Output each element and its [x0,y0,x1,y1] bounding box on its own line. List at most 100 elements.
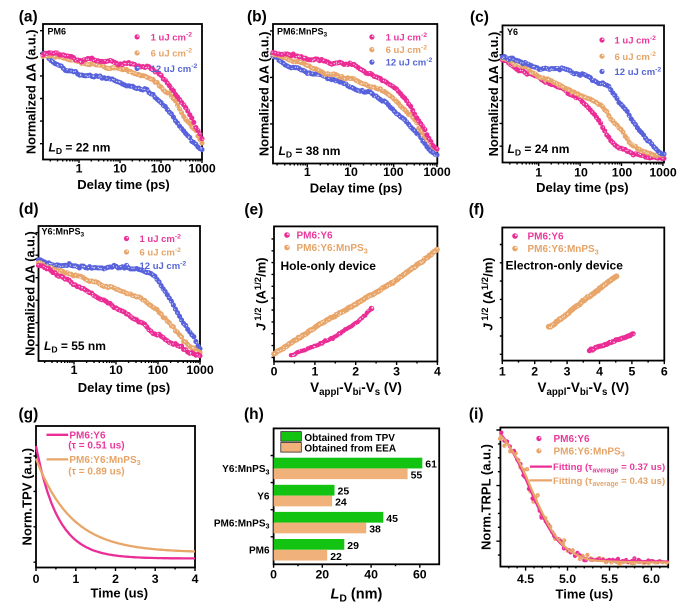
svg-text:3: 3 [393,365,400,379]
svg-text:6 uJ cm-2: 6 uJ cm-2 [386,44,428,56]
svg-text:1000: 1000 [649,166,677,180]
svg-text:Hole-only device: Hole-only device [281,259,377,273]
svg-text:Time (us): Time (us) [556,587,614,602]
svg-text:6.0: 6.0 [643,572,660,586]
svg-text:0: 0 [271,365,278,379]
svg-text:6 uJ cm-2: 6 uJ cm-2 [140,247,182,259]
svg-text:1 uJ cm-2: 1 uJ cm-2 [151,32,193,44]
svg-text:1: 1 [71,363,78,377]
svg-text:100: 100 [383,165,404,179]
svg-text:(τ = 0.51 us): (τ = 0.51 us) [68,441,124,452]
svg-text:Delay time (ps): Delay time (ps) [310,181,402,196]
svg-text:Y6:MnPS3: Y6:MnPS3 [222,464,269,476]
svg-text:10: 10 [574,166,588,180]
svg-text:Normalized ΔA (a.u.): Normalized ΔA (a.u.) [24,29,39,154]
svg-text:J 1/2 (A1/2/m): J 1/2 (A1/2/m) [480,257,496,330]
svg-text:29: 29 [347,540,359,552]
svg-text:1: 1 [72,572,79,586]
svg-text:Y6:MnPS3: Y6:MnPS3 [42,227,85,239]
svg-text:LD = 22 nm: LD = 22 nm [49,141,111,157]
svg-text:12 uJ cm-2: 12 uJ cm-2 [386,57,433,69]
svg-text:PM6: PM6 [48,27,67,37]
svg-text:2: 2 [112,572,119,586]
svg-text:Fitting (τaverage = 0.43 us): Fitting (τaverage = 0.43 us) [553,476,665,488]
svg-text:45: 45 [386,513,398,525]
svg-text:10: 10 [113,162,127,176]
svg-text:PM6:Y6: PM6:Y6 [554,434,591,445]
svg-text:20: 20 [315,568,329,582]
svg-text:(τ = 0.89 us): (τ = 0.89 us) [68,467,124,478]
svg-text:Norm.TPV (a.u.): Norm.TPV (a.u.) [20,448,35,546]
svg-text:PM6:Y6:MnPS3: PM6:Y6:MnPS3 [69,455,140,467]
svg-text:LD = 24 nm: LD = 24 nm [508,142,570,158]
svg-text:1: 1 [499,365,506,379]
svg-text:10: 10 [344,165,358,179]
svg-text:(b): (b) [247,9,267,26]
svg-text:LD (nm): LD (nm) [330,587,382,605]
svg-text:1: 1 [76,162,83,176]
svg-text:Electron-only device: Electron-only device [506,259,624,273]
svg-text:12 uJ cm-2: 12 uJ cm-2 [151,63,198,75]
svg-text:1: 1 [304,165,311,179]
svg-text:(c): (c) [470,9,489,26]
svg-text:Y6: Y6 [257,491,270,502]
svg-text:40: 40 [364,568,378,582]
svg-text:12 uJ cm-2: 12 uJ cm-2 [615,66,662,78]
svg-text:5.0: 5.0 [559,572,576,586]
svg-text:1000: 1000 [186,363,214,377]
svg-text:2: 2 [352,365,359,379]
svg-text:55: 55 [411,470,423,482]
svg-text:100: 100 [148,363,169,377]
svg-text:4: 4 [596,365,603,379]
svg-text:LD = 38 nm: LD = 38 nm [279,144,341,160]
svg-text:61: 61 [425,459,437,471]
svg-text:1000: 1000 [188,162,216,176]
svg-text:3: 3 [564,365,571,379]
svg-text:(g): (g) [19,406,39,423]
svg-text:Normalized ΔA (a.u.): Normalized ΔA (a.u.) [23,231,38,356]
svg-text:Delay time (ps): Delay time (ps) [536,180,628,195]
svg-text:5.5: 5.5 [601,572,618,586]
svg-text:12 uJ cm-2: 12 uJ cm-2 [140,260,187,272]
svg-text:10: 10 [109,363,123,377]
svg-text:100: 100 [612,166,633,180]
svg-text:1000: 1000 [423,165,451,179]
svg-text:4: 4 [434,365,441,379]
svg-text:1: 1 [535,166,542,180]
svg-text:Obtained from TPV: Obtained from TPV [304,433,395,444]
svg-text:24: 24 [335,497,347,509]
svg-text:0: 0 [270,568,277,582]
svg-text:Norm.TRPL (a.u.): Norm.TRPL (a.u.) [479,444,494,550]
svg-text:PM6:MnPS3: PM6:MnPS3 [277,26,328,38]
svg-text:60: 60 [413,568,427,582]
svg-text:1 uJ cm-2: 1 uJ cm-2 [615,35,657,47]
svg-text:6: 6 [661,365,668,379]
svg-text:PM6:Y6: PM6:Y6 [69,430,106,441]
svg-text:Time (us): Time (us) [91,586,149,601]
svg-text:6 uJ cm-2: 6 uJ cm-2 [615,51,657,63]
svg-text:(d): (d) [19,201,39,218]
svg-text:(f): (f) [469,202,485,219]
svg-text:1 uJ cm-2: 1 uJ cm-2 [140,233,182,245]
svg-text:(a): (a) [19,9,38,26]
svg-text:4.5: 4.5 [517,572,534,586]
svg-text:Delay time (ps): Delay time (ps) [78,380,170,395]
svg-text:25: 25 [338,486,350,498]
svg-text:J 1/2 (A1/2/m): J 1/2 (A1/2/m) [253,257,269,330]
svg-text:2: 2 [531,365,538,379]
svg-text:Y6: Y6 [507,27,518,37]
svg-text:Obtained from EEA: Obtained from EEA [304,443,396,454]
svg-text:Normalized ΔA (a.u.): Normalized ΔA (a.u.) [257,31,272,156]
svg-text:LD = 55 nm: LD = 55 nm [44,339,106,355]
svg-text:(e): (e) [244,202,263,219]
svg-text:(h): (h) [244,406,264,423]
svg-text:PM6:Y6: PM6:Y6 [528,232,565,243]
svg-text:Normalized ΔA (a.u.): Normalized ΔA (a.u.) [486,32,501,157]
svg-text:1: 1 [311,365,318,379]
svg-text:3: 3 [152,572,159,586]
svg-text:Delay time (ps): Delay time (ps) [77,177,169,192]
svg-text:PM6:MnPS3: PM6:MnPS3 [214,518,270,530]
svg-text:0: 0 [33,572,40,586]
svg-text:PM6:Y6:MnPS3: PM6:Y6:MnPS3 [554,446,625,458]
svg-text:Fitting (τaverage = 0.37 us): Fitting (τaverage = 0.37 us) [553,462,665,474]
